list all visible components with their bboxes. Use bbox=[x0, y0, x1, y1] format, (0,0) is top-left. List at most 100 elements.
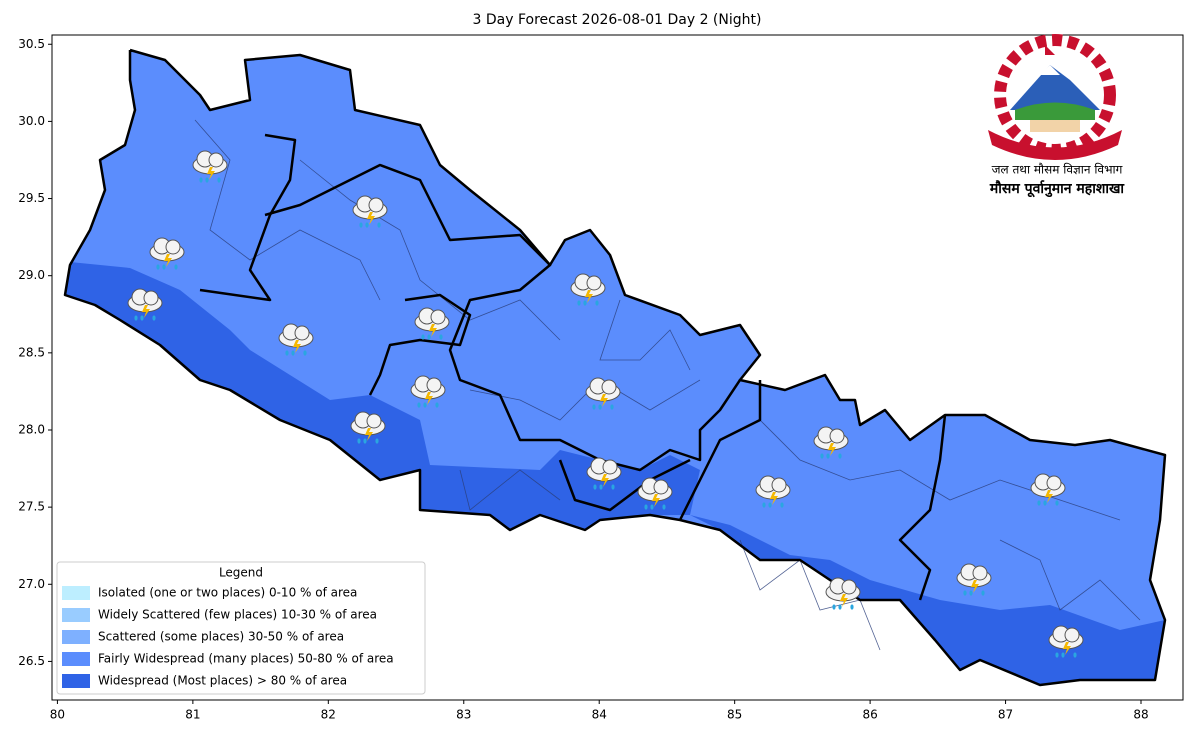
raindrop bbox=[768, 502, 772, 508]
raindrop bbox=[610, 404, 614, 410]
raindrop bbox=[762, 502, 766, 508]
raindrop bbox=[662, 504, 666, 510]
raindrop bbox=[598, 404, 602, 410]
weather-icon bbox=[352, 195, 388, 228]
weather-icon bbox=[813, 426, 849, 459]
weather-icon bbox=[585, 377, 621, 410]
lightning bbox=[164, 254, 172, 267]
legend-label: Widespread (Most places) > 80 % of area bbox=[98, 674, 347, 688]
raindrop bbox=[826, 453, 830, 459]
raindrop bbox=[611, 484, 615, 490]
lightning bbox=[1045, 490, 1053, 503]
x-tick-label: 80 bbox=[50, 708, 65, 722]
raindrop bbox=[217, 177, 221, 183]
x-tick-label: 84 bbox=[592, 708, 607, 722]
x-tick-label: 82 bbox=[321, 708, 336, 722]
raindrop bbox=[1055, 500, 1059, 506]
weather-icon bbox=[1048, 625, 1084, 658]
lightning bbox=[367, 212, 375, 225]
cloud bbox=[1064, 627, 1080, 643]
y-tick-label: 30.0 bbox=[18, 114, 45, 128]
cloud bbox=[165, 239, 181, 255]
legend-swatch bbox=[62, 630, 90, 644]
raindrop bbox=[593, 484, 597, 490]
raindrop bbox=[1037, 500, 1041, 506]
raindrop bbox=[838, 604, 842, 610]
weather-icon bbox=[956, 563, 992, 596]
cloud bbox=[294, 325, 310, 341]
legend-label: Scattered (some places) 30-50 % of area bbox=[98, 630, 344, 644]
raindrop bbox=[435, 402, 439, 408]
lightning bbox=[652, 494, 660, 507]
lightning bbox=[142, 305, 150, 318]
region-fairly-widespread bbox=[65, 50, 1165, 685]
raindrop bbox=[174, 264, 178, 270]
forecast-regions bbox=[65, 50, 1165, 685]
y-tick-label: 28.5 bbox=[18, 345, 45, 359]
raindrop bbox=[423, 402, 427, 408]
x-tick-label: 88 bbox=[1133, 708, 1148, 722]
legend-box bbox=[56, 561, 426, 695]
cloud bbox=[602, 459, 618, 475]
cloud bbox=[972, 565, 988, 581]
cloud bbox=[143, 290, 159, 306]
district-lines bbox=[194, 119, 1141, 651]
lightning bbox=[600, 394, 608, 407]
y-tick-label: 27.5 bbox=[18, 500, 45, 514]
legend-swatch bbox=[62, 652, 90, 666]
raindrop bbox=[1061, 652, 1065, 658]
raindrop bbox=[375, 438, 379, 444]
raindrop bbox=[599, 484, 603, 490]
weather-icon bbox=[350, 411, 386, 444]
cloud bbox=[426, 377, 442, 393]
raindrop bbox=[780, 502, 784, 508]
lightning bbox=[293, 340, 301, 353]
lightning bbox=[840, 594, 848, 607]
weather-icon bbox=[825, 577, 861, 610]
raindrop bbox=[838, 453, 842, 459]
lightning bbox=[971, 580, 979, 593]
raindrop bbox=[427, 334, 431, 340]
lightning bbox=[770, 492, 778, 505]
cloud bbox=[771, 477, 787, 493]
legend: Legend Isolated (one or two places) 0-10… bbox=[56, 561, 426, 695]
map-title: 3 Day Forecast 2026-08-01 Day 2 (Night) bbox=[473, 12, 762, 28]
raindrop bbox=[162, 264, 166, 270]
raindrop bbox=[577, 300, 581, 306]
raindrop bbox=[199, 177, 203, 183]
y-tick-label: 28.0 bbox=[18, 422, 45, 436]
region-widespread-east bbox=[690, 515, 1165, 685]
weather-icon bbox=[278, 323, 314, 356]
cloud bbox=[841, 579, 857, 595]
weather-icon bbox=[192, 150, 228, 183]
raindrop bbox=[363, 438, 367, 444]
x-tick-label: 81 bbox=[185, 708, 200, 722]
raindrop bbox=[1073, 652, 1077, 658]
raindrop bbox=[134, 315, 138, 321]
y-tick-label: 27.0 bbox=[18, 577, 45, 591]
raindrop bbox=[285, 350, 289, 356]
x-tick-label: 83 bbox=[456, 708, 471, 722]
cloud bbox=[586, 275, 602, 291]
y-tick-label: 26.5 bbox=[18, 654, 45, 668]
raindrop bbox=[832, 604, 836, 610]
raindrop bbox=[1043, 500, 1047, 506]
x-tick-label: 85 bbox=[727, 708, 742, 722]
cloud bbox=[1046, 475, 1062, 491]
weather-icon bbox=[149, 237, 185, 270]
lightning bbox=[828, 443, 836, 456]
x-tick-label: 87 bbox=[998, 708, 1013, 722]
weather-icon bbox=[570, 273, 606, 306]
raindrop bbox=[439, 334, 443, 340]
weather-icon bbox=[410, 375, 446, 408]
raindrop bbox=[365, 222, 369, 228]
raindrop bbox=[357, 438, 361, 444]
cloud bbox=[430, 309, 446, 325]
raindrop bbox=[152, 315, 156, 321]
cloud bbox=[601, 379, 617, 395]
cloud bbox=[208, 152, 224, 168]
raindrop bbox=[595, 300, 599, 306]
raindrop bbox=[644, 504, 648, 510]
raindrop bbox=[1055, 652, 1059, 658]
raindrop bbox=[303, 350, 307, 356]
